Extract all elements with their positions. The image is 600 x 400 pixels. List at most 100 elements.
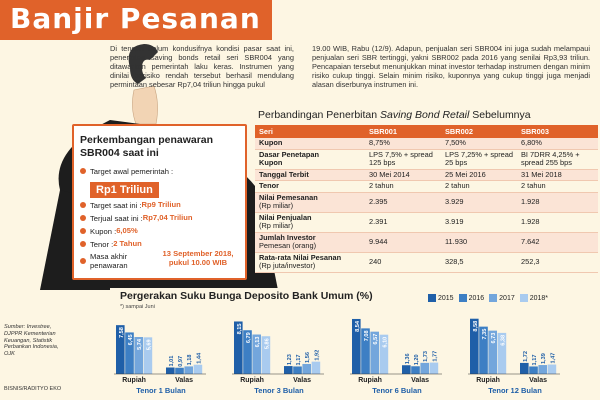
table-cell: 3.929	[441, 192, 517, 213]
table-cell: 2 tahun	[441, 180, 517, 193]
table-row-label: Rata-rata Nilai Pesanan (Rp juta/investor…	[255, 252, 365, 273]
table-cell: 30 Mei 2014	[365, 169, 441, 181]
target-awal-item: Target awal pemerintah :	[80, 166, 173, 176]
table-cell: 11.930	[441, 232, 517, 253]
table-row-label: Nilai Penjualan (Rp miliar)	[255, 212, 365, 233]
category-label: Valas	[529, 377, 547, 384]
table-cell: 8,75%	[365, 138, 441, 150]
bar-value-label: 5,86	[264, 338, 270, 349]
bar-value-label: 1,56	[305, 352, 311, 363]
chart-bar	[116, 325, 125, 374]
chart-bar	[402, 365, 411, 374]
category-label: Rupiah	[476, 377, 500, 384]
category-label: Rupiah	[240, 377, 264, 384]
row-label-sub: Kupon	[259, 158, 283, 167]
bar-value-label: 1,77	[432, 351, 438, 362]
group-label: Tenor 6 Bulan	[372, 386, 422, 395]
bar-value-label: 1,39	[541, 353, 547, 364]
legend-label: 2015	[438, 294, 454, 302]
bar-value-label: 0,97	[178, 356, 184, 367]
row-label-main: Nilai Pemesanan	[259, 192, 318, 202]
table-cell: 9.944	[365, 232, 441, 253]
chart-bar	[134, 337, 143, 374]
chart-bar	[252, 334, 261, 374]
table-cell: LPS 7,5% + spread 125 bps	[365, 149, 441, 170]
chart-bar	[529, 366, 538, 374]
masa-label: Masa akhir penawaran	[90, 252, 128, 270]
row-label-main: Tenor	[259, 181, 279, 190]
group-label: Tenor 3 Bulan	[254, 386, 304, 395]
legend-swatch	[489, 294, 498, 302]
chart-bar	[488, 330, 497, 374]
table-header-cell: SBR002	[441, 125, 517, 138]
info-item-value: Rp7,04 Triliun	[142, 213, 193, 222]
chart-bar	[193, 364, 203, 374]
legend-label: 2018*	[529, 294, 549, 302]
bar-value-label: 6,45	[128, 334, 134, 345]
chart-title: Pergerakan Suku Bunga Deposito Bank Umum…	[120, 290, 373, 302]
chart-bar	[293, 366, 302, 374]
legend-label: 2016	[468, 294, 485, 302]
info-item-tenor: Tenor : 2 Tahun	[80, 239, 142, 249]
chart-bar	[352, 318, 361, 374]
bar-value-label: 7,58	[119, 327, 125, 338]
row-label-main: Rata-rata Nilai Pesanan	[259, 252, 342, 262]
info-item-kupon: Kupon : 6,05%	[80, 226, 138, 236]
table-cell: 240	[365, 252, 441, 273]
bullet-icon	[80, 215, 86, 221]
table-header-cell: SBR001	[365, 125, 441, 138]
info-item-value: 2 Tahun	[113, 239, 142, 248]
bar-value-label: 6,57	[373, 334, 379, 345]
legend-label: 2017	[499, 294, 515, 302]
bar-value-label: 6,10	[382, 337, 388, 348]
table-title-prefix: Perbandingan Penerbitan	[258, 109, 381, 121]
table-cell: 2 tahun	[365, 180, 441, 193]
bar-value-label: 1,73	[423, 351, 429, 362]
info-box-title: Perkembangan penawaran SBR004 saat ini	[80, 134, 214, 159]
legend-item: 2018*	[519, 294, 549, 302]
table-header-cell: SBR003	[517, 125, 598, 138]
table-header-row: Seri SBR001 SBR002 SBR003	[255, 125, 598, 138]
table-cell: 6,80%	[517, 138, 598, 150]
chart-bar	[520, 362, 529, 374]
target-awal-label: Target awal pemerintah :	[90, 166, 174, 176]
chart-bar	[420, 362, 429, 374]
table-cell: 7,50%	[441, 138, 517, 150]
bar-value-label: 5,74	[137, 338, 143, 350]
bar-value-label: 6,73	[491, 333, 497, 344]
bullet-icon	[80, 258, 86, 264]
table-cell: 7.642	[517, 232, 598, 253]
group-label: Tenor 1 Bulan	[136, 386, 186, 395]
bar-value-label: 8,58	[473, 321, 479, 332]
table-cell: 2 tahun	[517, 180, 598, 193]
table-row: Nilai Penjualan (Rp miliar) 2.391 3.919 1.92…	[255, 212, 598, 233]
page-title: Banjir Pesanan	[10, 2, 261, 35]
table-cell: 2.391	[365, 212, 441, 233]
comparison-table: Seri SBR001 SBR002 SBR003 Kupon 8,75% 7,50…	[255, 125, 598, 273]
telephone-icon	[128, 44, 158, 84]
info-item-label: Target saat ini :	[90, 200, 142, 210]
category-label: Valas	[293, 377, 311, 384]
bullet-icon	[80, 228, 86, 234]
bullet-icon	[80, 202, 86, 208]
bar-value-label: 1,36	[405, 353, 411, 364]
chart-bar	[143, 337, 153, 374]
table-row: Dasar Penetapan Kupon LPS 7,5% + spread 12…	[255, 149, 598, 170]
legend-swatch	[428, 294, 436, 302]
table-row: Tanggal Terbit 30 Mei 2014 25 Mei 2016 31 M…	[255, 169, 598, 181]
table-row-label: Tanggal Terbit	[255, 169, 365, 181]
bar-value-label: 1,92	[314, 350, 320, 361]
bar-value-label: 8,54	[355, 320, 361, 332]
bar-value-label: 1,72	[523, 351, 529, 362]
sources-note: Sumber: Investree, DJPPR Kementerian Keu…	[4, 324, 59, 358]
row-label-main: Jumlah Investor	[259, 232, 316, 242]
chart-bar	[311, 361, 321, 374]
info-item-value: 6,05%	[116, 226, 138, 235]
bar-value-label: 6,38	[500, 335, 506, 346]
table-title: Perbandingan Penerbitan Saving Bond Reta…	[258, 109, 531, 121]
chart-bar	[184, 366, 193, 374]
bar-value-label: 1,18	[187, 355, 193, 366]
chart-bar	[284, 366, 293, 374]
chart-bar	[166, 367, 175, 374]
sbr004-info-box: Perkembangan penawaran SBR004 saat ini T…	[72, 124, 247, 280]
